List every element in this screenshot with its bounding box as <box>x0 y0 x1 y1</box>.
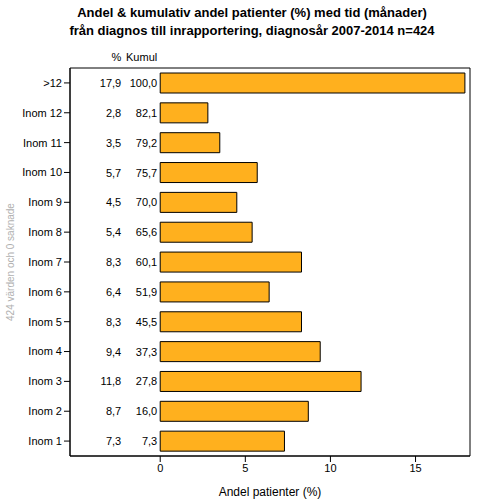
svg-text:75,7: 75,7 <box>136 167 157 179</box>
svg-text:Inom 7: Inom 7 <box>28 256 62 268</box>
svg-text:3,5: 3,5 <box>106 137 121 149</box>
svg-text:Inom 9: Inom 9 <box>28 196 62 208</box>
svg-text:5: 5 <box>242 462 248 474</box>
svg-text:70,0: 70,0 <box>136 196 157 208</box>
svg-text:Inom 3: Inom 3 <box>28 375 62 387</box>
svg-text:45,5: 45,5 <box>136 316 157 328</box>
svg-text:>12: >12 <box>43 77 62 89</box>
svg-text:10: 10 <box>324 462 336 474</box>
svg-text:Inom 2: Inom 2 <box>28 405 62 417</box>
svg-text:Inom 12: Inom 12 <box>22 107 62 119</box>
svg-text:Inom 10: Inom 10 <box>22 166 62 178</box>
svg-text:5,7: 5,7 <box>106 167 121 179</box>
svg-text:65,6: 65,6 <box>136 226 157 238</box>
svg-text:0: 0 <box>157 462 163 474</box>
svg-text:51,9: 51,9 <box>136 286 157 298</box>
svg-text:6,4: 6,4 <box>106 286 121 298</box>
svg-text:424 värden och 0 saknade: 424 värden och 0 saknade <box>8 203 16 321</box>
svg-text:9,4: 9,4 <box>106 346 121 358</box>
svg-text:15: 15 <box>409 462 421 474</box>
svg-text:5,4: 5,4 <box>106 226 121 238</box>
svg-text:Inom 6: Inom 6 <box>28 286 62 298</box>
svg-text:Inom 4: Inom 4 <box>28 345 62 357</box>
svg-text:16,0: 16,0 <box>136 405 157 417</box>
svg-text:79,2: 79,2 <box>136 137 157 149</box>
svg-text:11,8: 11,8 <box>101 375 122 387</box>
svg-text:7,3: 7,3 <box>106 435 121 447</box>
svg-text:Inom 1: Inom 1 <box>28 435 62 447</box>
svg-text:Inom 5: Inom 5 <box>28 316 62 328</box>
svg-text:82,1: 82,1 <box>136 107 157 119</box>
svg-text:8,7: 8,7 <box>106 405 121 417</box>
svg-text:37,3: 37,3 <box>136 346 157 358</box>
svg-text:4,5: 4,5 <box>106 196 121 208</box>
svg-text:2,8: 2,8 <box>106 107 121 119</box>
svg-text:Andel & kumulativ andel patien: Andel & kumulativ andel patienter (%) me… <box>77 5 427 20</box>
svg-text:%: % <box>111 51 121 63</box>
svg-text:Andel patienter (%): Andel patienter (%) <box>219 485 322 499</box>
svg-text:7,3: 7,3 <box>142 435 157 447</box>
svg-text:27,8: 27,8 <box>136 375 157 387</box>
svg-text:Inom 11: Inom 11 <box>23 137 62 149</box>
svg-text:Kumul: Kumul <box>126 51 157 63</box>
svg-text:Inom 8: Inom 8 <box>28 226 62 238</box>
svg-text:8,3: 8,3 <box>106 316 121 328</box>
svg-text:100,0: 100,0 <box>130 77 158 89</box>
svg-text:60,1: 60,1 <box>136 256 157 268</box>
svg-text:17,9: 17,9 <box>100 77 121 89</box>
svg-text:från diagnos till inrapporteri: från diagnos till inrapportering, diagno… <box>69 23 435 38</box>
svg-text:8,3: 8,3 <box>106 256 121 268</box>
